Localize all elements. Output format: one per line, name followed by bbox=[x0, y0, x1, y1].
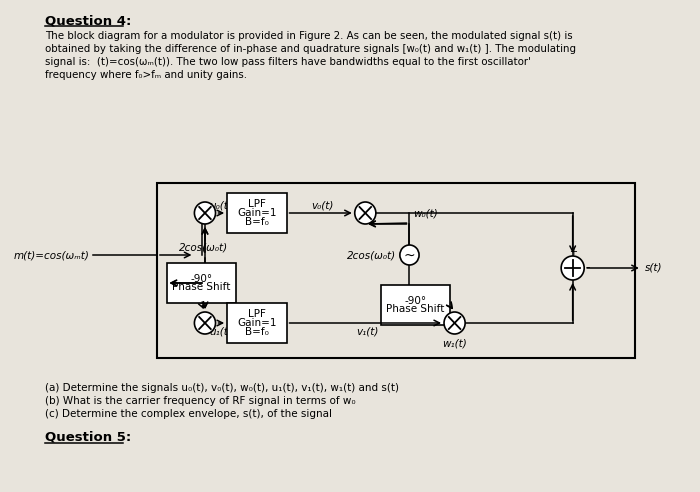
Bar bbox=[157, 183, 635, 358]
Text: +: + bbox=[568, 247, 577, 257]
Text: B=f₀: B=f₀ bbox=[245, 327, 269, 337]
Text: m(t)=cos(ωₘt): m(t)=cos(ωₘt) bbox=[14, 250, 90, 260]
Text: s(t): s(t) bbox=[645, 263, 662, 273]
Text: Gain=1: Gain=1 bbox=[237, 208, 276, 218]
Text: Question 4:: Question 4: bbox=[45, 14, 131, 27]
Text: Gain=1: Gain=1 bbox=[237, 318, 276, 328]
Text: w₁(t): w₁(t) bbox=[442, 339, 467, 349]
Text: v₀(t): v₀(t) bbox=[312, 200, 334, 210]
Text: u₀(t): u₀(t) bbox=[209, 200, 232, 210]
Text: B=f₀: B=f₀ bbox=[245, 217, 269, 227]
Text: (b) What is the carrier frequency of RF signal in terms of w₀: (b) What is the carrier frequency of RF … bbox=[45, 396, 356, 406]
Text: (c) Determine the complex envelope, s(t), of the signal: (c) Determine the complex envelope, s(t)… bbox=[45, 409, 332, 419]
Text: Phase Shift: Phase Shift bbox=[386, 305, 444, 314]
Text: obtained by taking the difference of in-phase and quadrature signals [w₀(t) and : obtained by taking the difference of in-… bbox=[45, 44, 575, 54]
Text: -: - bbox=[586, 262, 590, 275]
Text: Phase Shift: Phase Shift bbox=[172, 282, 230, 293]
Circle shape bbox=[195, 202, 216, 224]
Bar bbox=[227, 193, 286, 233]
Circle shape bbox=[400, 245, 419, 265]
Text: 2cos(ω₀t): 2cos(ω₀t) bbox=[347, 250, 396, 260]
Text: Question 5:: Question 5: bbox=[45, 430, 131, 443]
Text: frequency where f₀>fₘ and unity gains.: frequency where f₀>fₘ and unity gains. bbox=[45, 70, 246, 80]
Bar bbox=[381, 285, 450, 325]
Text: w₀(t): w₀(t) bbox=[413, 208, 438, 218]
Text: The block diagram for a modulator is provided in Figure 2. As can be seen, the m: The block diagram for a modulator is pro… bbox=[45, 31, 573, 41]
Text: -90°: -90° bbox=[190, 274, 212, 283]
Circle shape bbox=[561, 256, 584, 280]
Bar bbox=[167, 263, 236, 303]
Text: signal is:  (t)=cos(ωₘ(t)). The two low pass filters have bandwidths equal to th: signal is: (t)=cos(ωₘ(t)). The two low p… bbox=[45, 57, 531, 67]
Text: 2cos(ω₀t): 2cos(ω₀t) bbox=[178, 242, 228, 252]
Text: v₁(t): v₁(t) bbox=[356, 326, 379, 336]
Circle shape bbox=[195, 312, 216, 334]
Text: -90°: -90° bbox=[404, 296, 426, 306]
Text: LPF: LPF bbox=[248, 199, 266, 209]
Text: u₁(t): u₁(t) bbox=[209, 326, 232, 336]
Text: LPF: LPF bbox=[248, 309, 266, 319]
Bar bbox=[227, 303, 286, 343]
Circle shape bbox=[355, 202, 376, 224]
Circle shape bbox=[444, 312, 465, 334]
Text: (a) Determine the signals u₀(t), v₀(t), w₀(t), u₁(t), v₁(t), w₁(t) and s(t): (a) Determine the signals u₀(t), v₀(t), … bbox=[45, 383, 398, 393]
Text: ~: ~ bbox=[404, 249, 415, 263]
